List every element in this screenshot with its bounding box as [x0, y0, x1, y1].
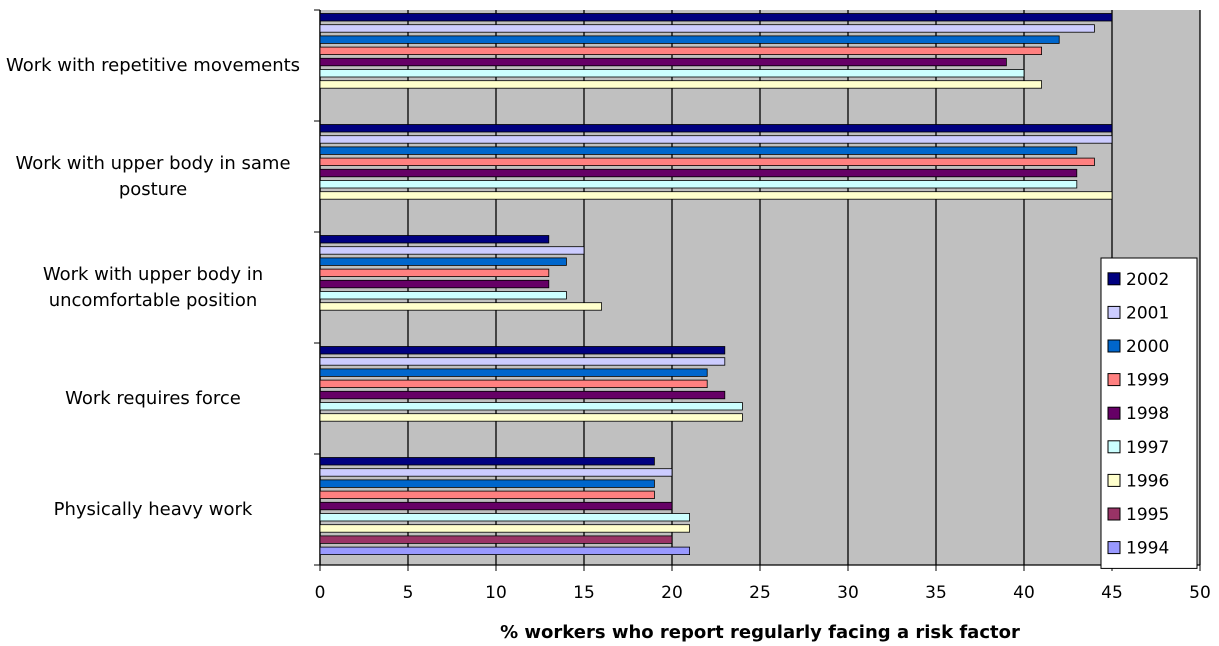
x-tick-label: 25 — [749, 583, 771, 603]
x-tick-label: 40 — [1013, 583, 1035, 603]
legend-label: 2000 — [1126, 337, 1169, 357]
x-tick-label: 0 — [315, 583, 326, 603]
bar — [319, 13, 1113, 22]
bar — [319, 46, 1042, 55]
bar — [319, 246, 585, 255]
bar — [319, 69, 1025, 78]
bar — [319, 191, 1113, 200]
x-tick-label: 50 — [1189, 583, 1211, 603]
bar — [319, 146, 1078, 155]
bar — [319, 390, 726, 400]
legend-swatch — [1107, 440, 1121, 454]
legend-label: 1996 — [1126, 471, 1169, 491]
legend-label: 1995 — [1126, 505, 1169, 525]
bar — [319, 357, 726, 366]
legend-swatch — [1107, 507, 1121, 521]
bar — [319, 479, 655, 488]
bar — [319, 35, 1060, 44]
legend-swatch — [1107, 473, 1121, 487]
legend-swatch — [1107, 305, 1121, 319]
bar — [319, 513, 691, 522]
x-tick-label: 20 — [661, 583, 683, 603]
x-tick-label: 5 — [403, 583, 414, 603]
bar — [319, 57, 1007, 67]
bar — [319, 379, 708, 389]
bar — [319, 80, 1042, 89]
x-tick-label: 30 — [837, 583, 859, 603]
legend-swatch — [1107, 272, 1121, 286]
bar — [319, 501, 673, 511]
bar — [319, 268, 550, 278]
x-tick-label: 10 — [485, 583, 507, 603]
y-tick-label: Work requires force — [65, 387, 241, 409]
legend-label: 2001 — [1126, 303, 1169, 323]
bar — [319, 291, 567, 300]
legend-label: 1994 — [1126, 539, 1169, 559]
bar — [319, 368, 708, 377]
y-tick-label: Work with repetitive movements — [5, 54, 301, 76]
bar — [319, 457, 655, 466]
bar — [319, 546, 691, 555]
bar — [319, 235, 550, 244]
bar — [319, 279, 550, 289]
x-tick-label: 15 — [573, 583, 595, 603]
y-tick-label: Physically heavy work — [53, 498, 253, 520]
y-tick-label: Work with upper body in same posture — [15, 152, 291, 200]
legend-label: 1997 — [1126, 438, 1169, 458]
legend-label: 2002 — [1126, 270, 1169, 290]
bar — [319, 180, 1078, 189]
x-tick-label: 45 — [1101, 583, 1123, 603]
legend-label: 1998 — [1126, 404, 1169, 424]
bar — [319, 346, 726, 355]
bar — [319, 168, 1078, 178]
bar — [319, 24, 1095, 33]
bar — [319, 402, 743, 411]
legend-swatch — [1107, 373, 1121, 387]
bar — [319, 468, 673, 477]
bar — [319, 157, 1095, 167]
legend-swatch — [1107, 339, 1121, 353]
legend-swatch — [1107, 406, 1121, 420]
bar — [319, 302, 603, 311]
bar — [319, 490, 655, 500]
x-tick-label: 35 — [925, 583, 947, 603]
legend-label: 1999 — [1126, 371, 1169, 391]
y-tick-label: Work with upper body in uncomfortable po… — [42, 263, 264, 311]
x-axis-label: % workers who report regularly facing a … — [500, 622, 1020, 643]
legend-swatch — [1107, 541, 1121, 555]
bar — [319, 135, 1113, 144]
bar — [319, 257, 567, 266]
bar — [319, 413, 743, 422]
bar — [319, 124, 1113, 133]
bar — [319, 535, 673, 544]
bar — [319, 524, 691, 533]
